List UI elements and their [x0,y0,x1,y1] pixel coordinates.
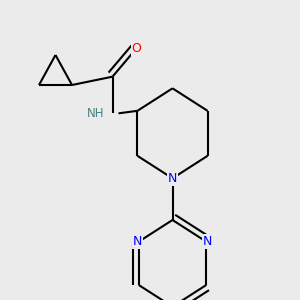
Text: N: N [133,235,142,248]
Text: N: N [168,172,177,185]
Text: O: O [132,42,141,55]
Text: NH: NH [87,107,105,120]
Text: N: N [203,235,212,248]
